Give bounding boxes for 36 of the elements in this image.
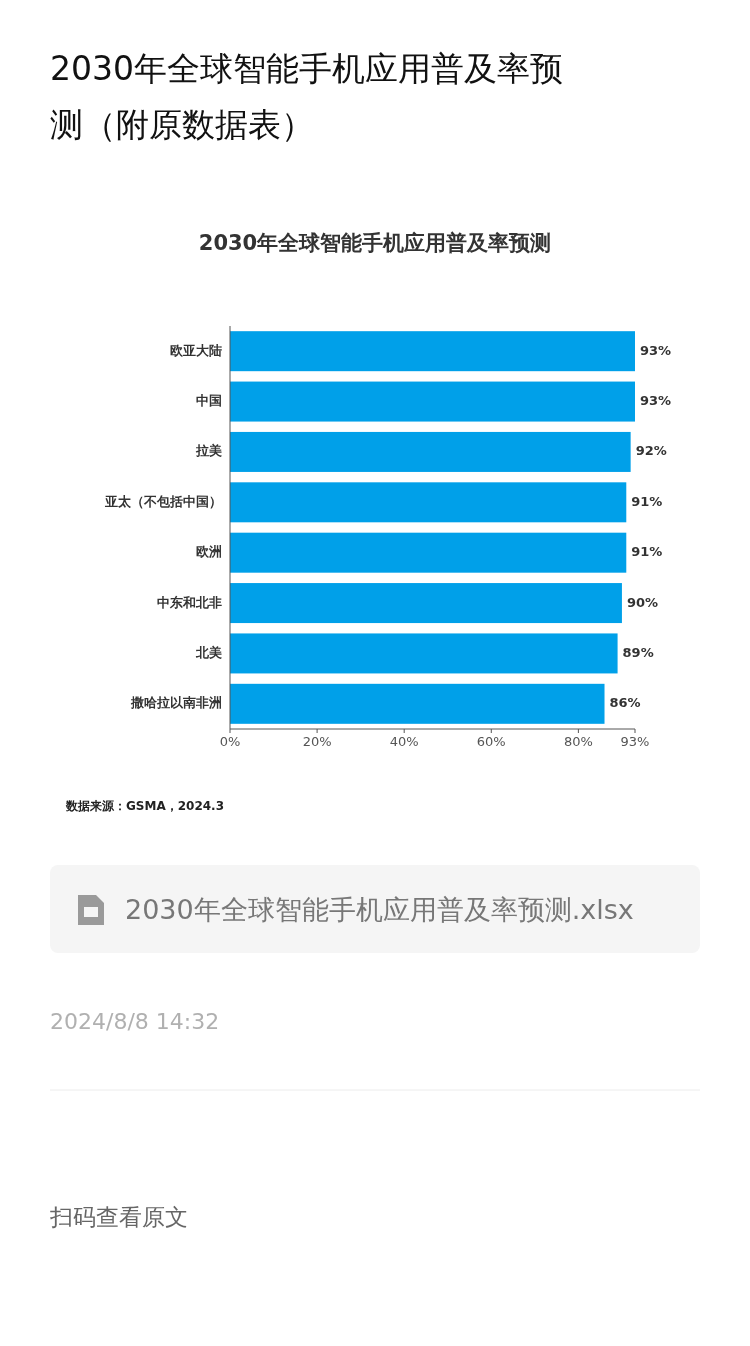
bar (230, 482, 627, 523)
bar (230, 633, 618, 674)
data-label: 90% (626, 594, 659, 610)
x-tick-label: 80% (563, 733, 593, 749)
y-tick-label: 欧洲 (196, 544, 222, 560)
y-tick-label: 撒哈拉以南非洲 (130, 695, 222, 711)
text: 2024/8/8 14:32 (50, 1009, 220, 1034)
data-label: 93% (640, 342, 672, 358)
x-tick-label: 20% (302, 733, 332, 749)
bar (230, 331, 635, 372)
y-tick-label: 亚太（不包括中国） (104, 493, 222, 509)
bar (230, 431, 631, 472)
y-tick-label: 欧亚大陆 (170, 342, 222, 358)
bar (230, 583, 622, 624)
y-tick-label: 中国 (196, 393, 222, 409)
x-tick-label: 60% (476, 733, 506, 749)
source-note: 数据来源：GSMA，2024.3 (65, 798, 225, 813)
x-tick-label: 40% (389, 733, 419, 749)
y-tick-label: 拉美 (195, 443, 222, 459)
x-tick-label: 0% (219, 733, 241, 749)
y-tick-label: 北美 (195, 644, 222, 660)
chart-subtitle: 2030年全球智能手机应用普及率预测 (198, 231, 552, 255)
data-label: 91% (631, 544, 663, 560)
chart-title: 2030年全球智能手机应用普及率预测（附原数据表） (50, 49, 563, 144)
data-label: 91% (631, 493, 663, 509)
data-label: 86% (609, 695, 641, 711)
text: 2030年全球智能手机应用普及率预测.xlsx (125, 893, 634, 925)
text: 扫码查看原文 (49, 1203, 188, 1230)
bar (230, 381, 635, 422)
data-label: 93% (640, 393, 672, 409)
x-tick-label: 93% (620, 733, 650, 749)
data-label: 89% (622, 644, 654, 660)
bar (230, 683, 605, 724)
y-tick-label: 中东和北非 (157, 594, 222, 610)
data-label: 92% (635, 443, 667, 459)
bar (230, 532, 627, 573)
